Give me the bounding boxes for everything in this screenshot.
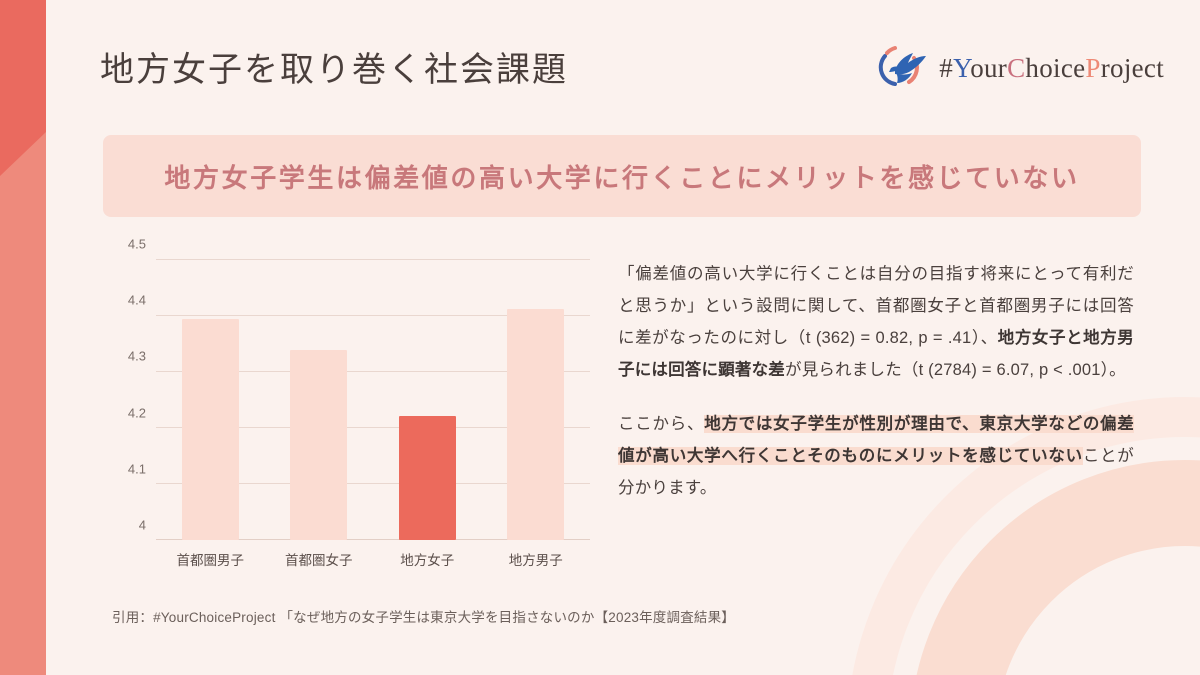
chart-gridline: 4.3 bbox=[128, 349, 590, 372]
paragraph-conclusion: ここから、地方では女子学生が性別が理由で、東京大学などの偏差値が高い大学へ行くこ… bbox=[618, 408, 1135, 504]
p1-part1: 「偏差値の高い大学に行くことは自分の目指す将来にとって有利だと思うか」という設問… bbox=[618, 265, 1134, 347]
chart-y-tick-label: 4.2 bbox=[127, 405, 146, 421]
chart-y-tick-label: 4 bbox=[138, 517, 146, 533]
brand-name: #YourChoiceProject bbox=[939, 53, 1164, 84]
chart-y-tick-label: 4.1 bbox=[127, 461, 146, 477]
brand-y: Y bbox=[953, 52, 971, 83]
chart-bars: 首都圏男子 首都圏女子 地方女子 地方男子 bbox=[156, 260, 590, 568]
chart-gridline: 4.5 bbox=[128, 237, 590, 260]
page-title: 地方女子を取り巻く社会課題 bbox=[100, 52, 568, 89]
chart-x-tick-label: 首都圏男子 bbox=[176, 553, 245, 568]
corner-ring-decoration bbox=[916, 460, 1200, 675]
chart-plot-area: 4 4.1 4.2 4.3 4.4 4.5 首都圏男子 首都圏女子 地方女子 地方男子 bbox=[128, 237, 590, 568]
chart-x-tick-label: 地方女子 bbox=[400, 553, 455, 568]
chart-x-tick-label: 首都圏女子 bbox=[285, 553, 353, 568]
p2-part2: ことが分かります。 bbox=[618, 447, 1134, 497]
paragraph-statistics: 「偏差値の高い大学に行くことは自分の目指す将来にとって有利だと思うか」という設問… bbox=[618, 258, 1134, 386]
brand-c: C bbox=[1007, 52, 1026, 83]
brand-roject: roject bbox=[1100, 52, 1164, 83]
chart-bar bbox=[181, 318, 239, 540]
chart-x-tick-label: 地方男子 bbox=[508, 553, 563, 568]
headline-banner: 地方女子学生は偏差値の高い大学に行くことにメリットを感じていない bbox=[103, 135, 1141, 217]
chart-bar bbox=[507, 309, 565, 540]
brand-hash: # bbox=[939, 52, 954, 83]
chart-bar bbox=[290, 349, 348, 540]
page-header: 地方女子を取り巻く社会課題 #YourChoiceProject bbox=[0, 0, 1200, 120]
p1-part2: が見られました（t (2784) = 6.07, p < .001）。 bbox=[785, 361, 1126, 379]
brand-logo[interactable]: #YourChoiceProject bbox=[878, 44, 1164, 92]
chart-gridline: 4.1 bbox=[128, 461, 590, 484]
chart-y-tick-label: 4.3 bbox=[127, 348, 146, 364]
headline-text: 地方女子学生は偏差値の高い大学に行くことにメリットを感じていない bbox=[164, 162, 1080, 193]
citation: 引用：#YourChoiceProject 「なぜ地方の女子学生は東京大学を目指… bbox=[112, 610, 736, 625]
brand-hoice: hoice bbox=[1025, 52, 1086, 83]
bar-chart: 4 4.1 4.2 4.3 4.4 4.5 首都圏男子 首都圏女子 地方女子 地方男子 bbox=[110, 237, 590, 572]
chart-bar bbox=[398, 415, 456, 540]
p1-bold: 地方女子と地方男子には回答に顕著な差 bbox=[618, 329, 1134, 379]
chart-y-tick-label: 4.4 bbox=[127, 292, 146, 308]
brand-p: P bbox=[1085, 52, 1101, 83]
analysis-text: 「偏差値の高い大学に行くことは自分の目指す将来にとって有利だと思うか」という設問… bbox=[618, 258, 1135, 504]
chart-y-tick-label: 4.5 bbox=[127, 236, 146, 252]
dove-logo-icon bbox=[879, 46, 927, 86]
p2-part1: ここから、 bbox=[618, 415, 705, 433]
brand-our: our bbox=[970, 52, 1008, 83]
chart-gridline: 4.2 bbox=[128, 405, 590, 428]
chart-x-axis bbox=[156, 539, 590, 540]
chart-gridline: 4.4 bbox=[128, 293, 590, 316]
